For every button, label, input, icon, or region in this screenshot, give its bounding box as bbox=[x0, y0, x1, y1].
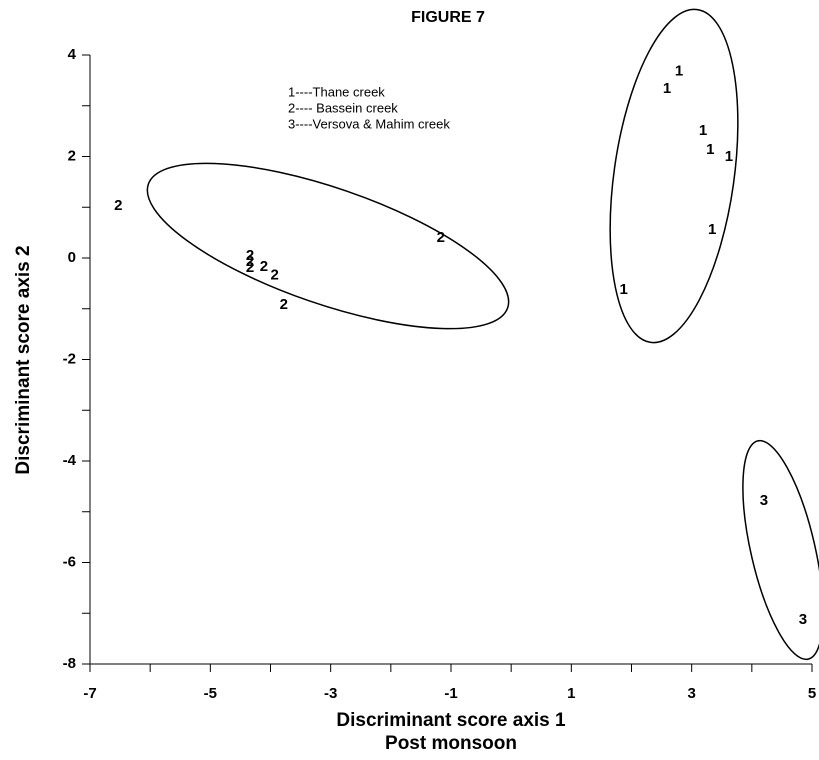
point-marker: 1 bbox=[663, 80, 671, 97]
point-marker: 3 bbox=[760, 492, 768, 509]
x-tick-label: -5 bbox=[204, 685, 217, 702]
point-marker: 2 bbox=[246, 259, 254, 276]
y-tick-label: 4 bbox=[68, 46, 77, 63]
point-marker: 2 bbox=[260, 258, 268, 275]
x-tick-label: -1 bbox=[444, 685, 457, 702]
point-marker: 1 bbox=[708, 221, 716, 238]
point-marker: 1 bbox=[620, 281, 628, 298]
point-marker: 1 bbox=[706, 141, 714, 158]
x-tick-label: 5 bbox=[808, 685, 816, 702]
point-marker: 2 bbox=[280, 296, 288, 313]
point-marker: 1 bbox=[699, 122, 707, 139]
legend-entry: 3----Versova & Mahim creek bbox=[288, 116, 450, 131]
y-tick-label: -2 bbox=[63, 350, 76, 367]
group-ellipse bbox=[591, 1, 757, 350]
point-marker: 2 bbox=[114, 197, 122, 214]
point-marker: 1 bbox=[725, 148, 733, 165]
legend-entry: 1----Thane creek bbox=[288, 84, 385, 99]
group-ellipse bbox=[129, 129, 526, 362]
y-tick-label: -6 bbox=[63, 553, 76, 570]
x-tick-label: -7 bbox=[83, 685, 96, 702]
point-marker: 1 bbox=[675, 63, 683, 80]
point-marker: 2 bbox=[437, 229, 445, 246]
y-tick-label: 2 bbox=[68, 147, 76, 164]
x-axis-sublabel: Post monsoon bbox=[385, 733, 517, 754]
x-tick-label: 1 bbox=[567, 685, 575, 702]
x-tick-label: -3 bbox=[324, 685, 337, 702]
y-axis-label: Discriminant score axis 2 bbox=[13, 245, 34, 474]
x-tick-label: 3 bbox=[687, 685, 695, 702]
point-marker: 3 bbox=[799, 611, 807, 628]
point-marker: 2 bbox=[271, 267, 279, 284]
y-tick-label: -4 bbox=[63, 452, 77, 469]
group-ellipse bbox=[727, 434, 819, 667]
y-tick-label: 0 bbox=[68, 249, 76, 266]
y-tick-label: -8 bbox=[63, 655, 76, 672]
x-axis-label: Discriminant score axis 1 bbox=[336, 710, 566, 731]
legend-entry: 2---- Bassein creek bbox=[288, 100, 398, 115]
chart: FIGURE 7 Discriminant score axis 1 Post … bbox=[0, 0, 819, 760]
chart-title: FIGURE 7 bbox=[411, 9, 485, 26]
